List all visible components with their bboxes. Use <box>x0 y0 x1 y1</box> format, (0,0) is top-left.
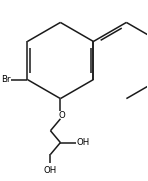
Text: OH: OH <box>44 166 57 175</box>
Text: OH: OH <box>77 138 90 147</box>
Text: Br: Br <box>1 75 10 84</box>
Text: O: O <box>59 111 66 120</box>
